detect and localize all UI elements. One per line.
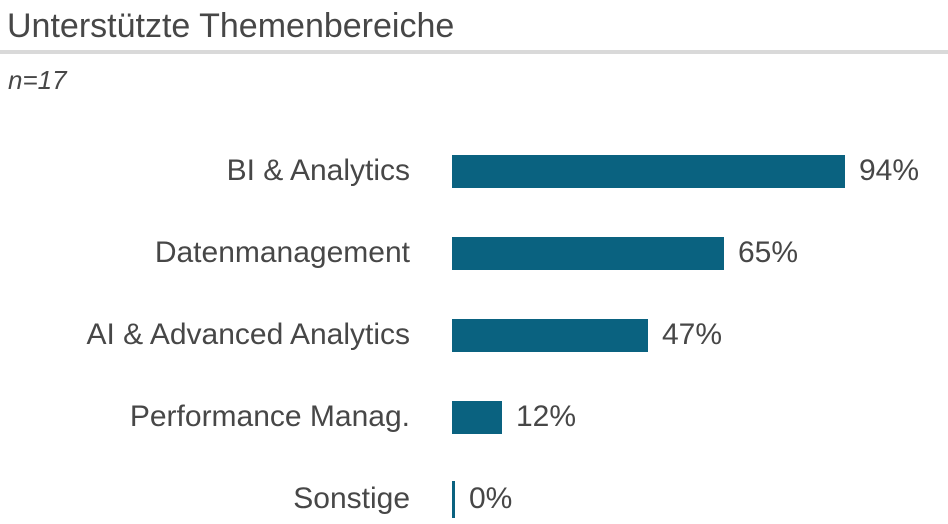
bar-rows: BI & Analytics 94% Datenmanagement 65% AI & …: [0, 130, 948, 524]
category-label: BI & Analytics: [226, 154, 410, 187]
chart-row: Datenmanagement 65%: [0, 212, 948, 294]
value-bar: [452, 400, 502, 434]
value-bar: [452, 236, 724, 270]
category-label: Datenmanagement: [154, 236, 410, 269]
title-divider: [0, 50, 948, 54]
chart-row: BI & Analytics 94%: [0, 130, 948, 212]
bar-track: 47%: [452, 294, 948, 376]
bar-track: 12%: [452, 376, 948, 458]
chart-row: AI & Advanced Analytics 47%: [0, 294, 948, 376]
chart-row: Sonstige 0%: [0, 458, 948, 524]
category-label: Performance Manag.: [129, 400, 410, 433]
value-label: 47%: [662, 318, 723, 351]
value-label: 94%: [859, 154, 920, 187]
chart-title: Unterstützte Themenbereiche: [7, 7, 455, 45]
value-label: 12%: [516, 400, 577, 433]
value-label: 65%: [738, 236, 799, 269]
bar-track: 94%: [452, 130, 948, 212]
category-label: Sonstige: [293, 482, 410, 515]
value-bar: [452, 154, 845, 188]
bar-track: 0%: [452, 458, 948, 524]
sample-size-note: n=17: [8, 65, 67, 95]
bar-track: 65%: [452, 212, 948, 294]
value-bar: [452, 318, 648, 352]
value-label: 0%: [469, 482, 513, 515]
chart-row: Performance Manag. 12%: [0, 376, 948, 458]
category-label: AI & Advanced Analytics: [86, 318, 410, 351]
zero-tick-mark: [452, 480, 455, 518]
